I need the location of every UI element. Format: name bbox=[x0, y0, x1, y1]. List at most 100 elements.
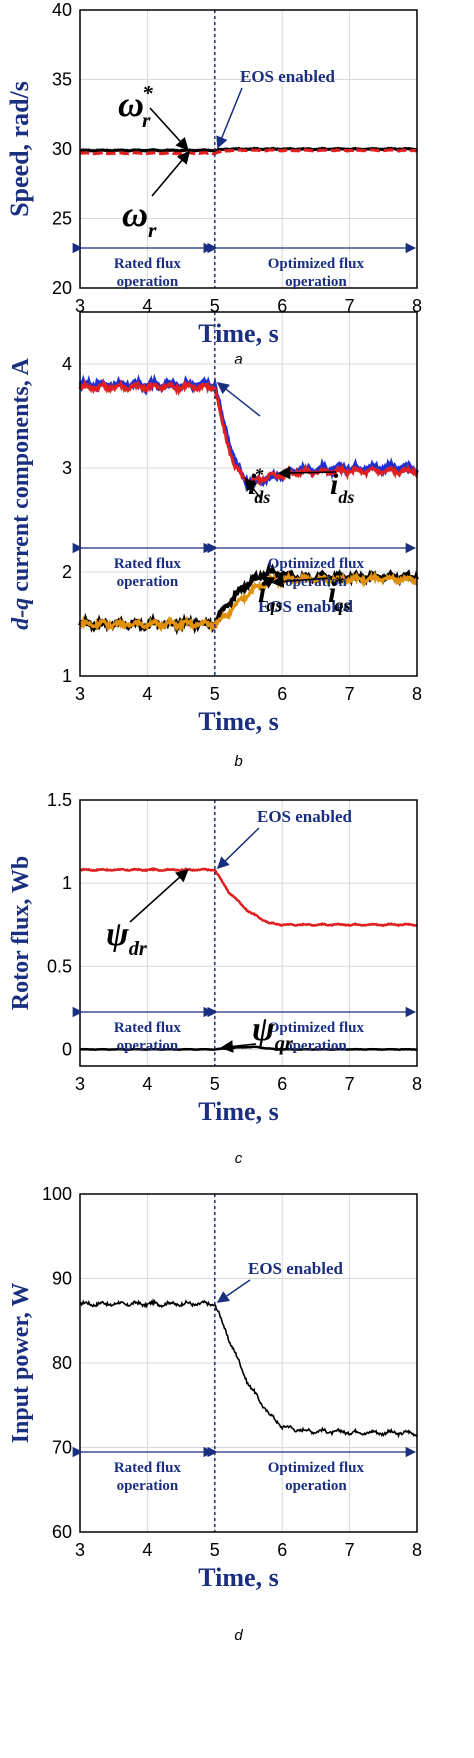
optimized-region-label: Optimized flux bbox=[268, 1460, 365, 1476]
series-line-2 bbox=[79, 147, 418, 156]
rated-region-label: Rated flux bbox=[114, 1020, 182, 1036]
x-tick-label: 3 bbox=[75, 684, 85, 704]
omega-ref-label: ω* r bbox=[118, 81, 153, 132]
x-tick-label: 7 bbox=[345, 1540, 355, 1560]
x-tick-label: 8 bbox=[412, 1074, 422, 1094]
series-line-1 bbox=[79, 1297, 418, 1439]
panel-letter: d bbox=[234, 1627, 243, 1644]
ids-label-arrow bbox=[277, 466, 337, 480]
eos-enabled-label: EOS enabled bbox=[257, 807, 352, 826]
panel-letter: b bbox=[234, 753, 242, 770]
eos-arrow bbox=[216, 827, 260, 870]
rated-region-label-2: operation bbox=[117, 574, 179, 590]
iqs-label: iqs bbox=[258, 576, 282, 615]
panel-a: 3 4 5 6 7 8 20 25 30 35 40 Time, s Speed, rad/s a Rate… bbox=[5, 0, 422, 368]
y-axis-label-italic: d-q bbox=[8, 598, 34, 630]
x-tick-label: 8 bbox=[412, 296, 422, 316]
panel-c: 3 4 5 6 7 8 0 0.5 1 1.5 Time, s Rotor flux, Wb c Rate… bbox=[8, 790, 422, 1167]
rated-region-label-2: operation bbox=[117, 1478, 179, 1494]
optimized-region-label-2: operation bbox=[285, 1478, 347, 1494]
panel-d: 3 4 5 6 7 8 60 70 80 90 100 Time, s Input power, W d R… bbox=[8, 1184, 422, 1644]
plot-frame bbox=[79, 799, 418, 1067]
y-tick-label: 60 bbox=[52, 1522, 72, 1542]
optimized-region-label-2: operation bbox=[285, 274, 347, 290]
eos-enabled-label: EOS enabled bbox=[240, 67, 335, 86]
optimized-region-label-2: operation bbox=[285, 574, 347, 590]
y-tick-label: 1 bbox=[62, 666, 72, 686]
x-axis-label: Time, s bbox=[198, 1097, 278, 1126]
optimized-region-label: Optimized flux bbox=[268, 256, 365, 272]
psi-qr-label: ψqr bbox=[252, 1011, 294, 1055]
x-tick-label: 8 bbox=[412, 684, 422, 704]
rated-region-label: Rated flux bbox=[114, 1460, 182, 1476]
eos-enabled-label: EOS enabled bbox=[248, 1259, 343, 1278]
x-tick-label: 6 bbox=[277, 1074, 287, 1094]
y-tick-label: 80 bbox=[52, 1353, 72, 1373]
x-tick-label: 4 bbox=[142, 1540, 152, 1560]
rated-region-label-2: operation bbox=[117, 1038, 179, 1054]
x-tick-label: 7 bbox=[345, 1074, 355, 1094]
x-tick-label: 5 bbox=[210, 296, 220, 316]
plot-frame bbox=[79, 1193, 418, 1533]
plot-frame bbox=[79, 311, 418, 677]
y-tick-label: 1.5 bbox=[47, 790, 72, 810]
eos-arrow bbox=[216, 1279, 251, 1303]
x-axis-label: Time, s bbox=[198, 319, 278, 348]
x-tick-label: 8 bbox=[412, 1540, 422, 1560]
x-tick-label: 4 bbox=[142, 684, 152, 704]
psi-dr-label: ψdr bbox=[106, 916, 148, 960]
y-axis-label-rest: current components, A bbox=[8, 358, 34, 598]
eos-enabled-label: EOS enabled bbox=[258, 597, 353, 616]
ids-label: ids bbox=[330, 468, 354, 507]
x-tick-label: 5 bbox=[210, 1074, 220, 1094]
omega-ref-label-arrow bbox=[149, 107, 189, 151]
iqs-ref-label-arrow bbox=[270, 575, 329, 588]
x-tick-label: 7 bbox=[345, 684, 355, 704]
optimized-region-label-2: operation bbox=[285, 1038, 347, 1054]
x-tick-label: 6 bbox=[277, 684, 287, 704]
optimized-region-label: Optimized flux bbox=[268, 556, 365, 572]
plot-frame bbox=[79, 9, 418, 289]
optimized-region-label: Optimized flux bbox=[268, 1020, 365, 1036]
y-tick-label: 2 bbox=[62, 562, 72, 582]
y-tick-label: 0 bbox=[62, 1039, 72, 1059]
omega-label: ωr bbox=[122, 194, 157, 242]
y-tick-label: 20 bbox=[52, 278, 72, 298]
y-tick-label: 1 bbox=[62, 873, 72, 893]
eos-arrow bbox=[216, 381, 261, 417]
x-tick-label: 3 bbox=[75, 1540, 85, 1560]
x-tick-label: 7 bbox=[345, 296, 355, 316]
y-axis-label: Input power, W bbox=[8, 1283, 34, 1444]
y-tick-label: 3 bbox=[62, 458, 72, 478]
psi-qr-label-arrow bbox=[220, 1040, 257, 1053]
x-axis-label: Time, s bbox=[198, 1563, 278, 1592]
y-axis-label: d-q current components, A bbox=[8, 358, 34, 630]
y-tick-label: 4 bbox=[62, 354, 72, 374]
series-line-2 bbox=[79, 1045, 418, 1052]
x-tick-label: 4 bbox=[142, 1074, 152, 1094]
x-tick-label: 3 bbox=[75, 1074, 85, 1094]
x-tick-label: 3 bbox=[75, 296, 85, 316]
rated-region-label-2: operation bbox=[117, 274, 179, 290]
rated-region-label: Rated flux bbox=[114, 256, 182, 272]
x-axis-label: Time, s bbox=[198, 707, 278, 736]
y-tick-label: 25 bbox=[52, 209, 72, 229]
panel-letter: c bbox=[235, 1150, 243, 1167]
y-tick-label: 0.5 bbox=[47, 956, 72, 976]
x-tick-label: 6 bbox=[277, 1540, 287, 1560]
y-tick-label: 90 bbox=[52, 1269, 72, 1289]
y-axis-label: Rotor flux, Wb bbox=[8, 856, 34, 1010]
iqs-label-arrow bbox=[260, 576, 276, 589]
y-tick-label: 35 bbox=[52, 70, 72, 90]
y-axis-label: Speed, rad/s bbox=[5, 81, 34, 217]
y-tick-label: 100 bbox=[42, 1184, 72, 1204]
y-tick-label: 30 bbox=[52, 139, 72, 159]
series-line-4 bbox=[78, 570, 418, 634]
psi-dr-label-arrow bbox=[129, 868, 189, 923]
x-tick-label: 5 bbox=[210, 684, 220, 704]
ids-ref-label-arrow bbox=[244, 477, 263, 501]
iqs-ref-label: i* qs bbox=[328, 573, 350, 616]
series-line-1 bbox=[79, 866, 418, 928]
